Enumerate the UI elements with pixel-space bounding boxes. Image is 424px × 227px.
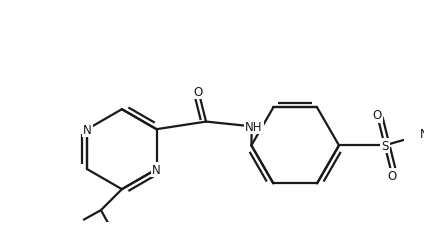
Text: O: O (372, 109, 382, 122)
Text: N: N (152, 163, 161, 176)
Text: N: N (83, 123, 92, 136)
Text: NH: NH (245, 120, 262, 133)
Text: N: N (420, 128, 424, 141)
Text: O: O (388, 170, 397, 183)
Text: O: O (194, 85, 203, 98)
Text: S: S (381, 139, 388, 152)
